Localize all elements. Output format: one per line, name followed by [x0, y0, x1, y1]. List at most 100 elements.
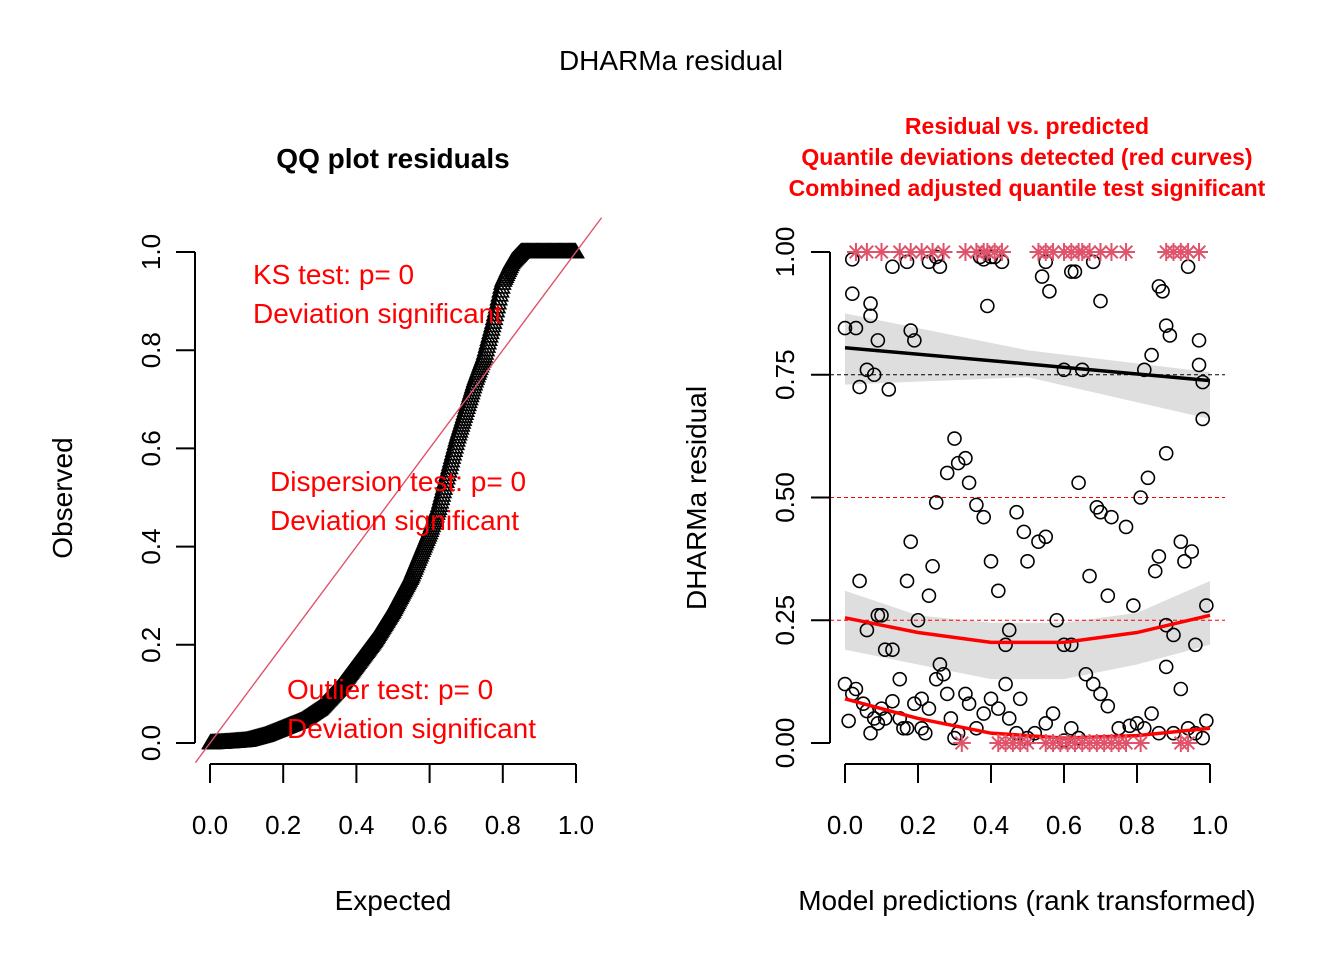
rp-point — [903, 323, 919, 338]
rp-point — [917, 725, 933, 741]
rp-outlier-stroke — [1133, 735, 1148, 751]
rp-outlier-stroke — [1181, 735, 1196, 751]
rp-quantile-curve — [844, 613, 1211, 645]
rp-outlier-stroke — [1192, 244, 1207, 260]
rp-point — [870, 716, 886, 731]
rp-point — [1031, 534, 1046, 549]
rp-outlier-point — [1091, 243, 1110, 261]
rp-point — [1038, 716, 1054, 731]
rp-outlier-point — [1044, 243, 1063, 261]
rp-point — [928, 495, 944, 510]
rp-outlier-stroke — [958, 244, 973, 260]
rp-point — [1078, 666, 1094, 682]
qq-x-tick-label: 0.6 — [412, 810, 448, 840]
rp-point — [925, 558, 940, 574]
rp-confidence-bands — [845, 313, 1210, 680]
rp-point — [1020, 554, 1035, 569]
rp-x-tick-label: 0.8 — [1119, 810, 1155, 840]
rp-point — [932, 657, 948, 672]
figure-title: DHARMa residual — [559, 45, 783, 76]
rp-outlier-stroke — [925, 244, 940, 260]
qq-x-axis-label: Expected — [335, 885, 452, 916]
rp-point — [990, 701, 1006, 716]
rp-point — [866, 711, 882, 726]
qq-plot-title: QQ plot residuals — [276, 143, 509, 174]
qq-test-annotation: Outlier test: p= 0 — [287, 674, 493, 705]
rp-point — [961, 696, 977, 712]
rp-point — [1016, 524, 1032, 540]
qq-y-tick-label: 0.8 — [136, 332, 166, 368]
rp-point — [1162, 328, 1178, 343]
rp-point — [852, 573, 867, 589]
rp-outlier-stroke — [1181, 244, 1196, 260]
rp-point — [1122, 718, 1137, 734]
rp-point — [1038, 529, 1054, 545]
rp-point — [1093, 293, 1108, 309]
rp-confidence-band — [845, 580, 1210, 680]
rp-axes: 0.00 0.25 0.50 0.75 1.00 0.0 0.2 0.4 0.6 0.8 1.0 — [770, 227, 1228, 840]
rp-point — [1195, 730, 1210, 746]
rp-outlier-point — [934, 243, 953, 261]
rp-point — [1118, 519, 1134, 535]
rp-point — [866, 367, 882, 383]
rp-y-tick-label: 0.25 — [770, 595, 800, 646]
rp-x-tick-label: 0.6 — [1046, 810, 1082, 840]
rp-point — [1126, 598, 1141, 613]
rp-point — [870, 608, 886, 623]
rp-point — [848, 320, 864, 336]
rp-point — [1089, 500, 1105, 515]
rp-reference-lines — [830, 374, 1225, 621]
rp-outlier-stroke — [914, 244, 929, 260]
rp-point — [1100, 698, 1116, 714]
rp-point — [1064, 637, 1079, 653]
rp-point — [1173, 534, 1189, 549]
qq-point — [491, 281, 510, 298]
rp-x-tick-label: 1.0 — [1192, 810, 1228, 840]
rp-outlier-point — [1179, 734, 1198, 752]
qq-point — [488, 293, 508, 310]
rp-point — [939, 465, 955, 481]
rp-point — [939, 686, 955, 702]
rp-x-tick-label: 0.2 — [900, 810, 936, 840]
qq-y-tick-label: 0.0 — [136, 725, 166, 761]
rp-point — [1085, 676, 1101, 692]
rp-point — [1100, 588, 1116, 604]
rp-title: Residual vs. predicted Quantile deviation… — [789, 113, 1266, 201]
rp-title-line: Residual vs. predicted — [905, 113, 1149, 139]
rp-point — [1001, 622, 1017, 638]
rp-point — [863, 296, 878, 311]
rp-point — [848, 681, 864, 697]
rp-outlier-stroke — [1119, 735, 1134, 751]
rp-title-line: Quantile deviations detected (red curves… — [801, 144, 1252, 170]
rp-point — [1045, 706, 1061, 721]
rp-point — [1144, 347, 1159, 363]
qq-y-axis-label: Observed — [47, 437, 78, 558]
rp-point — [983, 554, 999, 569]
rp-outlier-stroke — [903, 244, 918, 260]
rp-outlier-point — [1018, 734, 1037, 752]
rp-y-axis-label: DHARMa residual — [681, 386, 712, 610]
rp-y-tick-label: 1.00 — [770, 227, 800, 278]
rp-point — [1191, 357, 1207, 373]
rp-outlier-stroke — [1093, 244, 1108, 260]
rp-outlier-stroke — [1020, 735, 1035, 751]
rp-outliers — [846, 243, 1209, 752]
qq-test-annotation: Deviation significant — [287, 713, 536, 744]
rp-outlier-point — [1190, 243, 1209, 261]
rp-point — [1188, 637, 1203, 653]
rp-outlier-stroke — [892, 244, 907, 260]
qq-x-tick-label: 0.0 — [192, 810, 228, 840]
qq-point — [484, 309, 504, 326]
qq-test-annotation: Deviation significant — [253, 298, 502, 329]
qq-point — [483, 312, 503, 329]
rp-title-line: Combined adjusted quantile test signific… — [789, 175, 1266, 201]
rp-outlier-point — [956, 243, 975, 261]
rp-point — [961, 475, 977, 491]
rp-outlier-point — [1131, 734, 1150, 752]
rp-outlier-stroke — [954, 735, 969, 751]
rp-point — [998, 676, 1013, 692]
rp-point — [950, 455, 966, 471]
qq-y-tick-label: 1.0 — [136, 234, 166, 270]
rp-point — [1093, 686, 1108, 702]
rp-point — [921, 588, 937, 604]
